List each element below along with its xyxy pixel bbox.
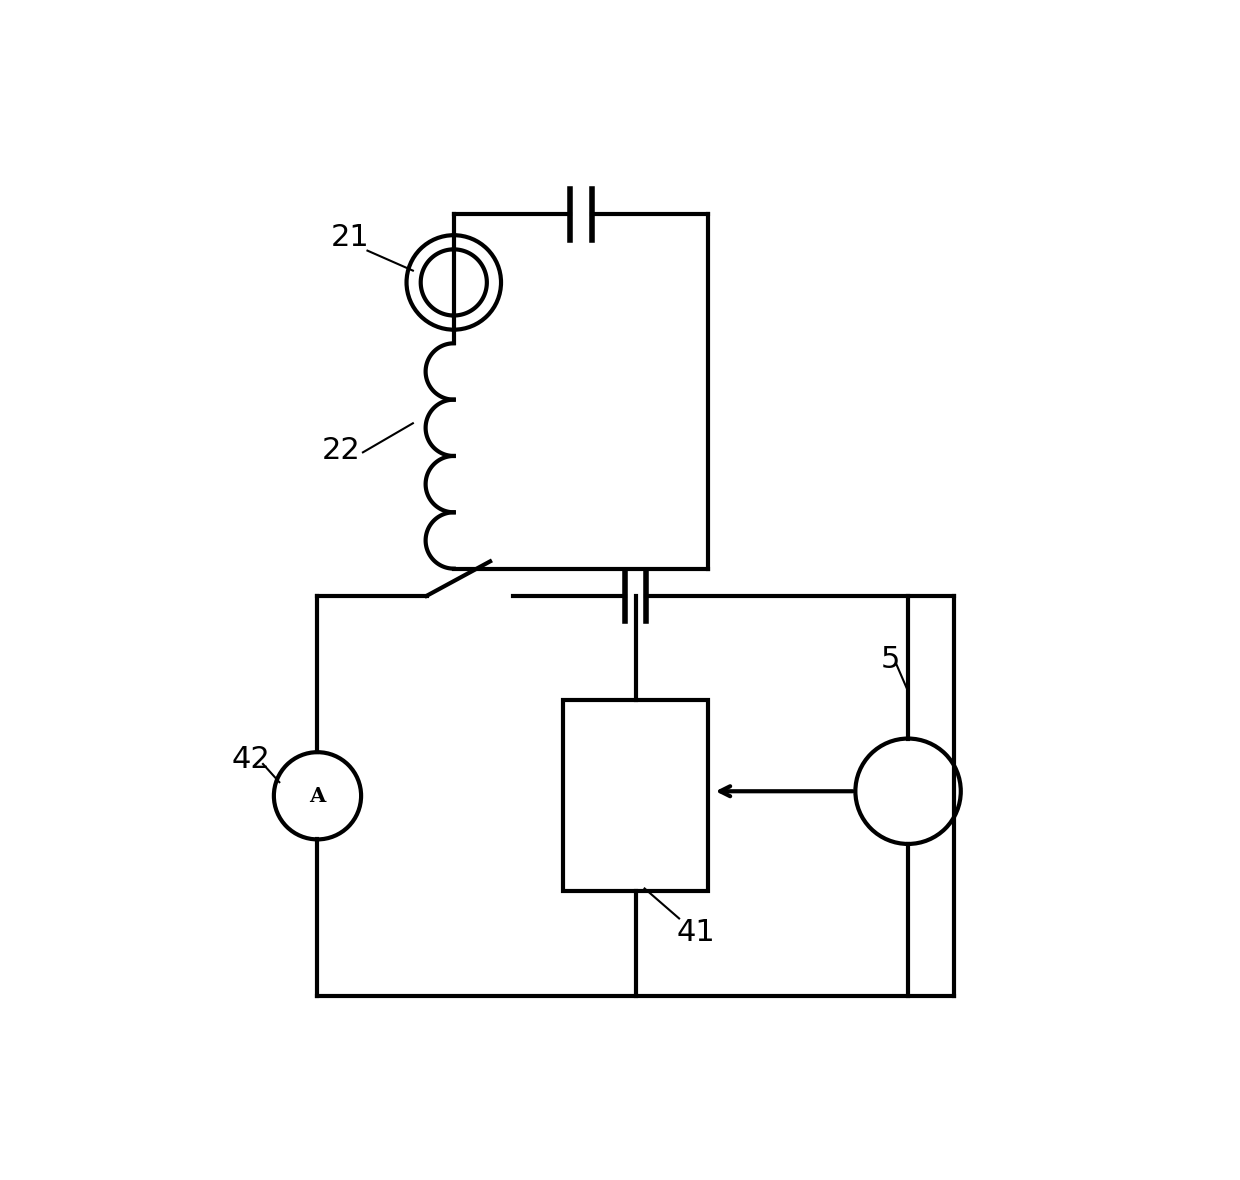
Text: 22: 22	[322, 437, 361, 465]
Text: 42: 42	[231, 745, 270, 774]
Text: 41: 41	[676, 918, 715, 946]
Circle shape	[407, 235, 501, 329]
Text: 21: 21	[331, 223, 370, 251]
Circle shape	[856, 739, 961, 844]
Circle shape	[274, 752, 361, 839]
Bar	[563, 701, 708, 891]
Text: A: A	[309, 786, 326, 806]
Text: 5: 5	[880, 645, 900, 674]
